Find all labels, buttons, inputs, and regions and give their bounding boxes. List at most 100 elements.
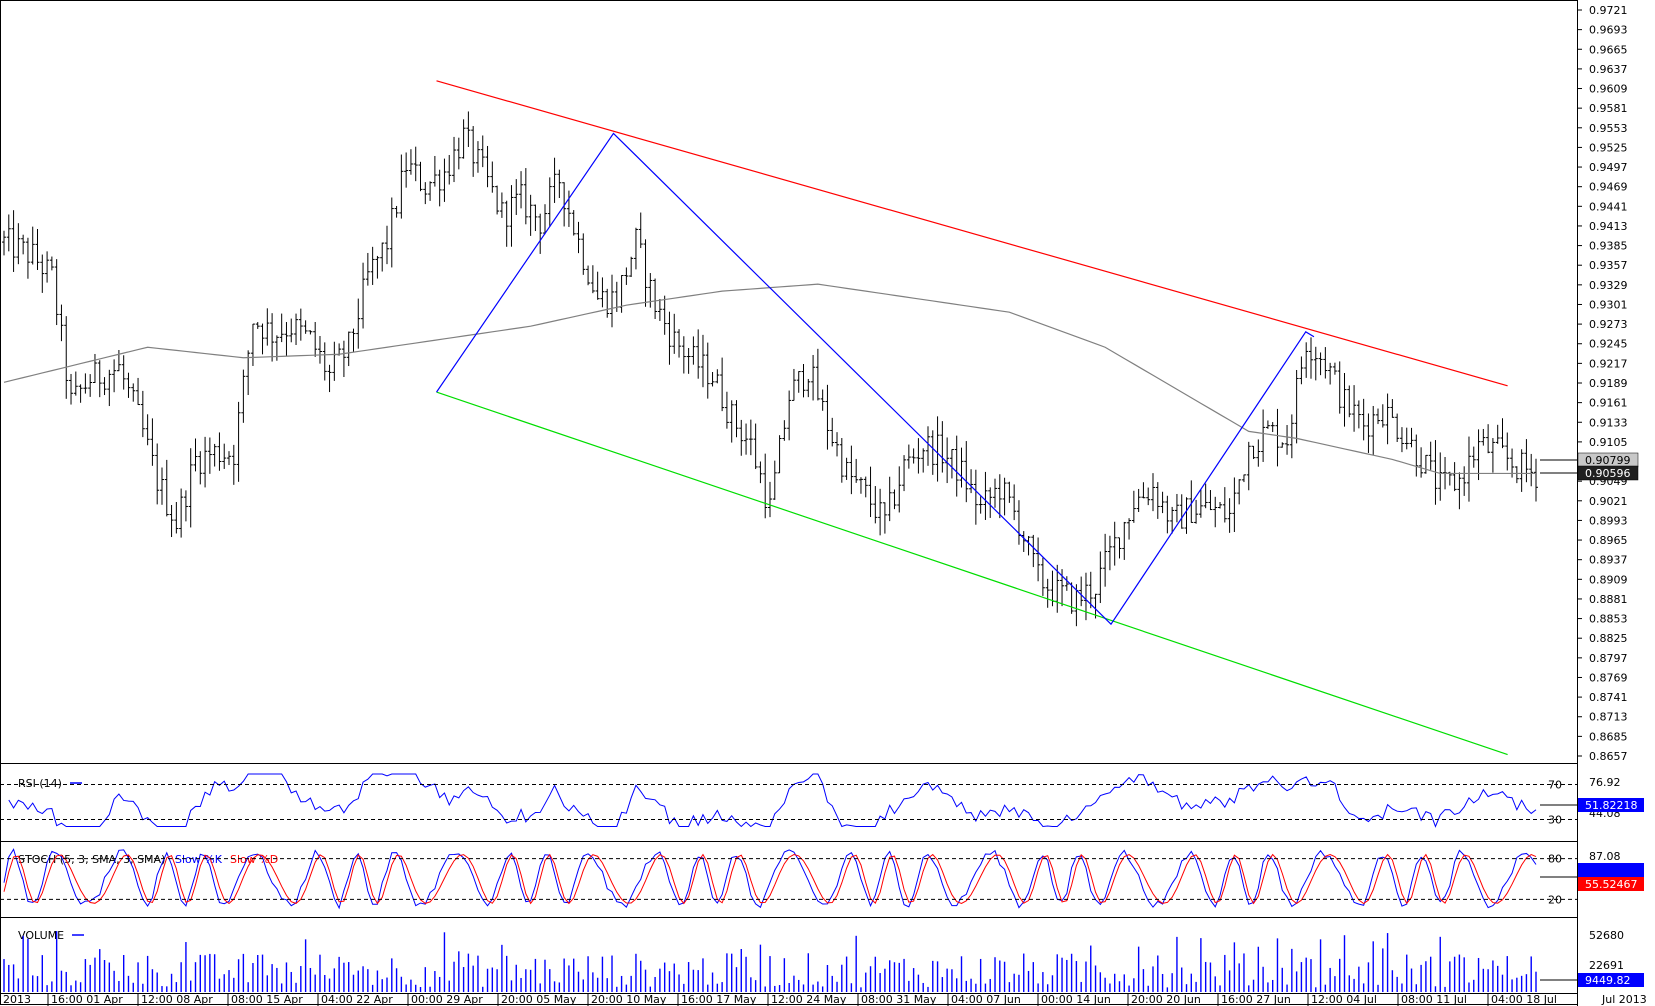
ohlc-bar [327, 364, 332, 393]
ohlc-bar [633, 227, 638, 270]
price-axis-label: 0.9357 [1589, 259, 1628, 272]
rsi-axis-label: 76.92 [1589, 776, 1621, 789]
ohlc-bar [30, 226, 35, 265]
volume-panel: VOLUME 52680 22691 9449.82 [3, 929, 1644, 992]
time-axis-label: 08:00 31 May [861, 993, 937, 1006]
ohlc-bar [772, 460, 777, 500]
ohlc-bar [1174, 493, 1179, 523]
ohlc-bar [69, 373, 74, 405]
ohlc-bar [562, 182, 567, 227]
price-axis-label: 0.9021 [1589, 495, 1628, 508]
stoch-title: STOCH (5, 3, SMA, 3, SMA) [18, 853, 165, 866]
ohlc-bar [997, 474, 1002, 519]
ohlc-bar [1184, 497, 1189, 534]
ohlc-bar [988, 487, 993, 518]
ohlc-bar [667, 311, 672, 365]
ohlc-bar [1486, 424, 1491, 454]
ohlc-bar [423, 182, 428, 205]
ohlc-bar [686, 348, 691, 374]
time-axis-label: 16:00 27 Jun [1221, 993, 1291, 1006]
ohlc-bar [954, 435, 959, 497]
ohlc-bar [734, 400, 739, 438]
ohlc-bar [1313, 346, 1318, 381]
ohlc-bar [969, 469, 974, 494]
ohlc-bar [830, 417, 835, 447]
ohlc-bar [1395, 413, 1400, 443]
rsi-title: RSI (14) [18, 777, 62, 790]
ohlc-bar [605, 288, 610, 318]
price-panel[interactable] [2, 80, 1538, 756]
volume-title: VOLUME [18, 929, 64, 942]
ohlc-bar [600, 277, 605, 308]
ohlc-bar [839, 438, 844, 483]
ohlc-bar [159, 467, 164, 505]
ohlc-bar [308, 330, 313, 335]
ohlc-bar [1318, 352, 1323, 376]
ohlc-bar [495, 185, 500, 215]
ohlc-bar [930, 430, 935, 475]
ohlc-bar [485, 145, 490, 188]
volume-bars [3, 931, 1537, 992]
time-axis-label: 16:00 17 May [681, 993, 757, 1006]
ohlc-bar [1151, 473, 1155, 512]
ohlc-bar [1256, 439, 1261, 467]
ohlc-bar [978, 496, 983, 514]
ohlc-bar [1040, 557, 1045, 596]
ohlc-bar [1510, 448, 1515, 478]
ohlc-bar [610, 274, 615, 328]
ohlc-bar [351, 328, 356, 353]
ohlc-bar [595, 271, 600, 300]
ohlc-bar [925, 426, 930, 466]
ohlc-bar [40, 254, 45, 293]
ohlc-bar [1103, 533, 1108, 587]
ohlc-bar [284, 322, 289, 357]
ohlc-bar [21, 234, 26, 255]
ohlc-bar [1208, 490, 1213, 511]
ohlc-bar [1490, 438, 1495, 473]
ohlc-bar [1093, 593, 1098, 619]
ohlc-bar [1213, 496, 1218, 528]
channel-lower-line[interactable] [436, 391, 1508, 756]
ohlc-bar [35, 228, 40, 270]
ohlc-bar [88, 374, 93, 397]
ohlc-bar [691, 336, 696, 365]
panel-frames [0, 0, 1578, 1006]
ohlc-bar [1165, 495, 1170, 534]
ohlc-bar [533, 204, 538, 232]
price-axis-label: 0.9245 [1589, 338, 1628, 351]
ohlc-bar [370, 246, 375, 285]
ohlc-bar [1007, 481, 1012, 503]
time-axis-label: 20:00 20 Jun [1131, 993, 1201, 1006]
ohlc-bar [1122, 521, 1127, 560]
ohlc-bar [385, 225, 389, 265]
ohlc-bar [1347, 385, 1352, 418]
ohlc-bar [858, 477, 863, 494]
ohlc-bar [203, 436, 208, 488]
ohlc-bar [509, 185, 514, 247]
ohlc-bar [480, 135, 485, 168]
ohlc-bar [389, 197, 394, 268]
zigzag-line[interactable] [436, 132, 1315, 626]
ohlc-bar [1112, 521, 1117, 566]
ohlc-bar [341, 340, 346, 378]
ohlc-bar [878, 488, 883, 536]
ohlc-bar [801, 364, 806, 398]
ohlc-bar [131, 383, 136, 402]
price-axis-label: 0.9301 [1589, 298, 1628, 311]
ohlc-bar [902, 455, 907, 492]
ohlc-bar [136, 377, 141, 406]
ohlc-bar [1466, 436, 1471, 502]
channel-upper-line[interactable] [436, 80, 1508, 387]
ohlc-bar [1500, 418, 1505, 449]
ohlc-bar [250, 323, 255, 366]
price-axis-label: 0.9329 [1589, 279, 1628, 292]
ohlc-bar [1198, 489, 1203, 518]
rsi-level-label: 30 [1548, 814, 1562, 827]
ohlc-bar [796, 371, 801, 393]
ohlc-bar [428, 181, 433, 201]
ohlc-bar [1332, 362, 1337, 375]
price-axis-label: 0.9469 [1589, 181, 1628, 194]
ohlc-bar [1002, 477, 1007, 516]
ohlc-bar [1246, 441, 1251, 491]
